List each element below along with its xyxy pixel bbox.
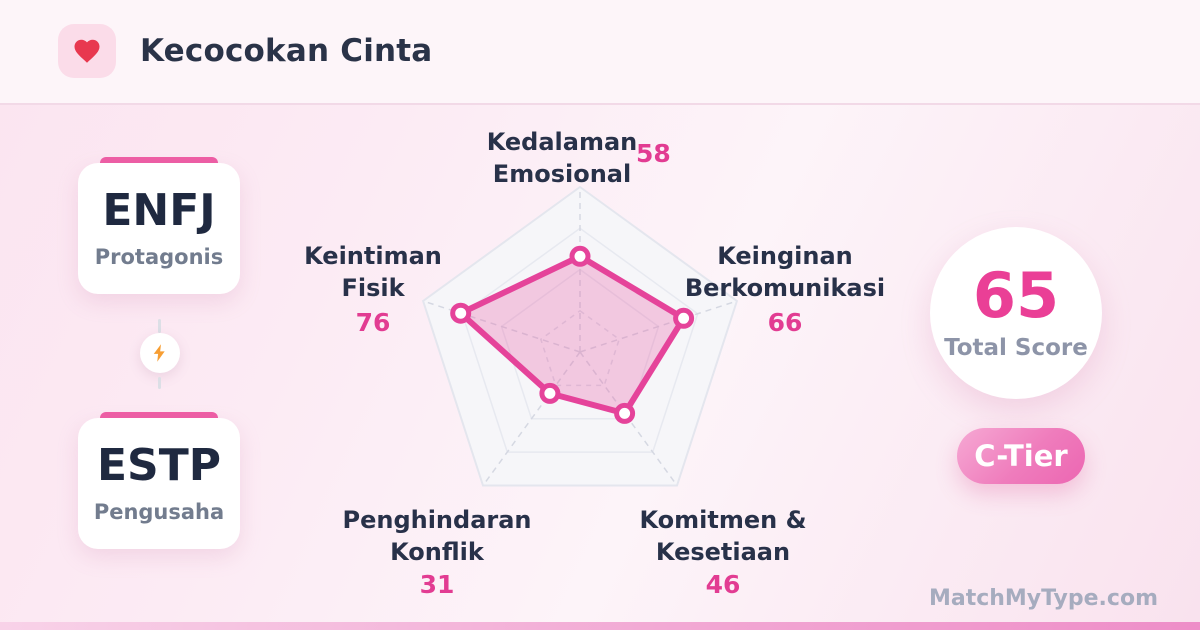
person-card-1: ENFJ Protagonis [78,157,240,300]
axis-value-keintiman-fisik: 76 [355,308,391,337]
axis-label-penghindaran-konflik: Penghindaran Konflik [342,506,532,566]
person1-type: ENFJ [102,184,216,236]
heart-icon [58,24,116,78]
axis-value-komitmen-kesetiaan: 46 [705,570,741,599]
bottom-accent-bar [0,622,1200,630]
watermark: MatchMyType.com [928,586,1158,611]
connector-line-top [158,319,161,333]
axis-value-keinginan-berkomunikasi: 66 [767,308,803,337]
page-title: Kecocokan Cinta [140,32,433,69]
total-score-value: 65 [972,259,1060,332]
tier-badge: C-Tier [957,428,1085,484]
axis-label-kedalaman-emosional: Kedalaman Emosional [486,128,638,188]
axis-value-kedalaman-emosional: 58 [636,139,671,168]
lightning-bolt-icon [153,344,165,362]
person2-type: ESTP [96,439,221,491]
header: Kecocokan Cinta [0,0,1200,105]
total-score-label: Total Score [944,335,1088,361]
radar-chart [421,185,739,487]
connector-line-bottom [158,377,161,389]
person1-subtitle: Protagonis [94,244,224,269]
axis-label-keinginan-berkomunikasi: Keinginan Berkomunikasi [684,242,886,302]
vs-badge [140,333,180,373]
person2-subtitle: Pengusaha [93,499,225,524]
axis-label-keintiman-fisik: Keintiman Fisik [304,242,442,302]
person-card-2: ESTP Pengusaha [78,412,240,555]
axis-value-penghindaran-konflik: 31 [419,570,455,599]
total-score-circle: 65 Total Score [930,227,1102,399]
axis-label-komitmen-kesetiaan: Komitmen & Kesetiaan [639,506,807,566]
